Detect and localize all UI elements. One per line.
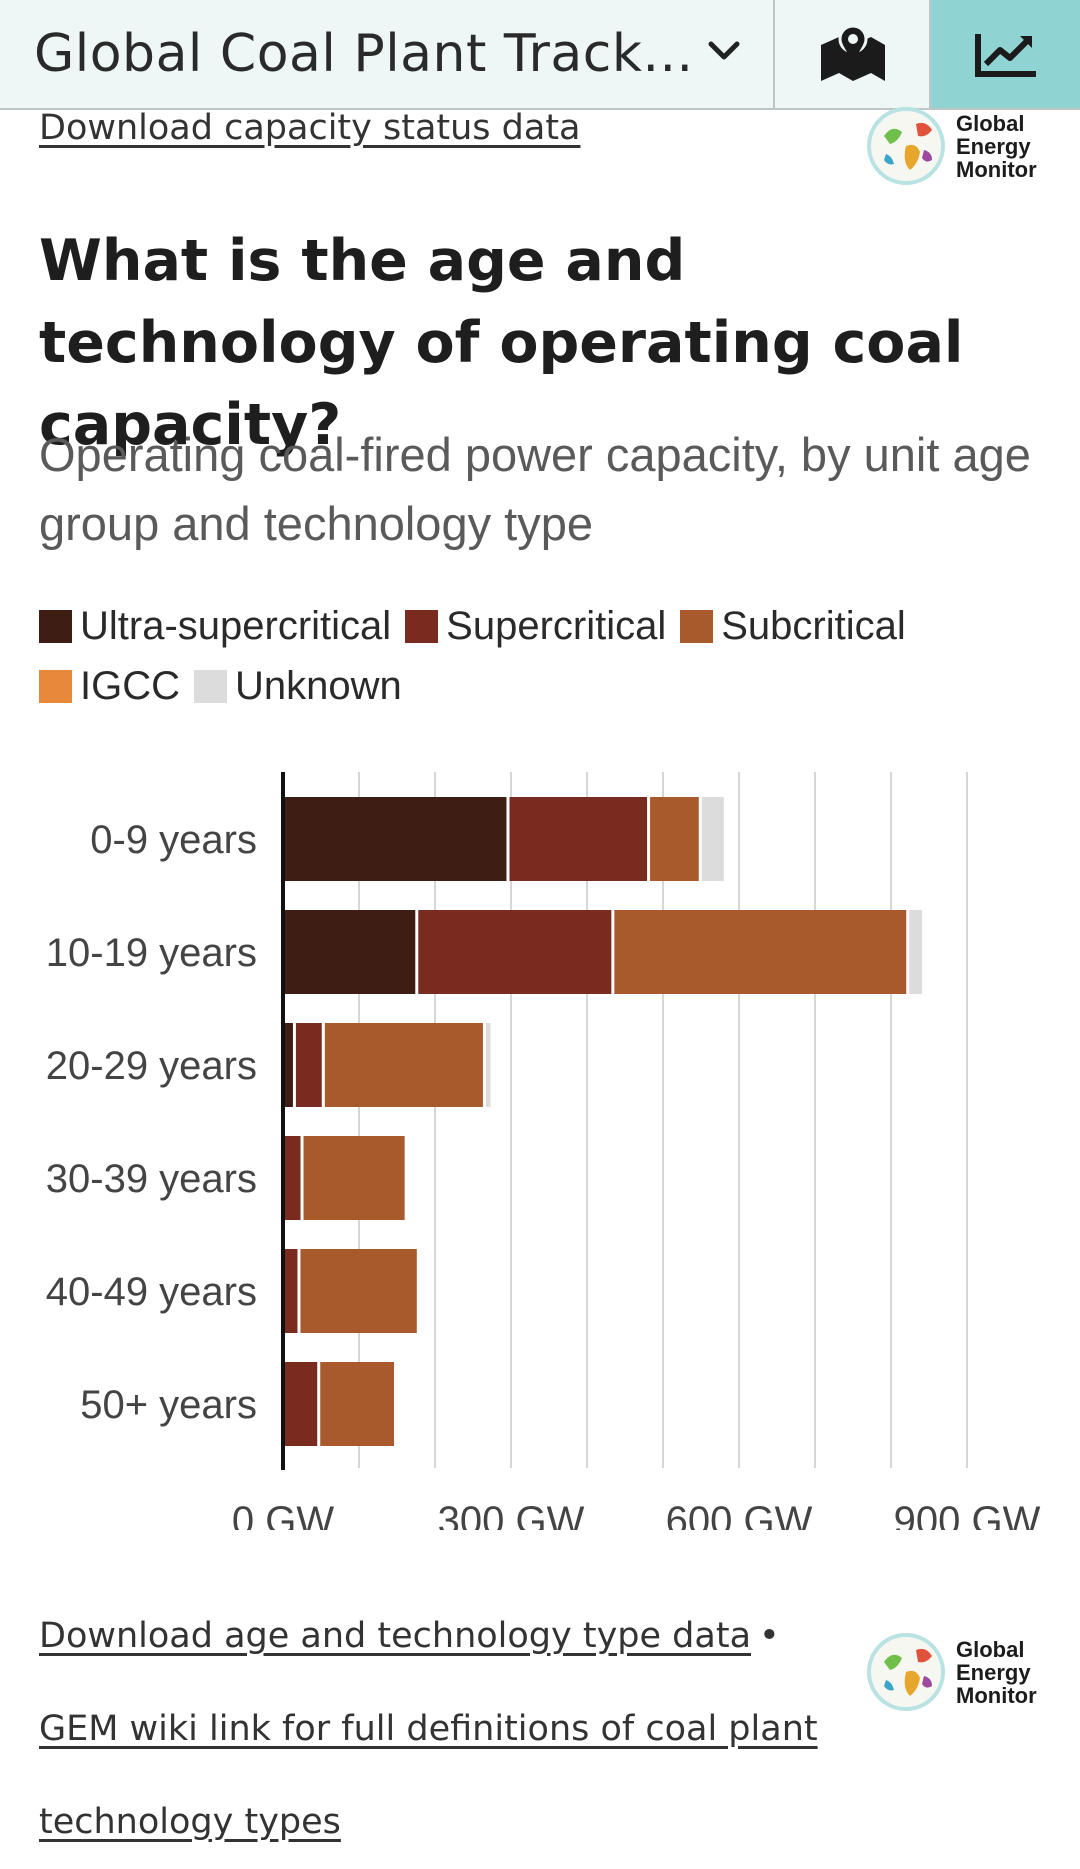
legend-label: IGCC — [80, 663, 180, 708]
link-separator: • — [759, 1616, 780, 1656]
gem-logo-bottom: Global Energy Monitor — [866, 1632, 1037, 1712]
gem-logo-top: Global Energy Monitor — [866, 106, 1037, 186]
globe-icon — [867, 1633, 945, 1711]
bar-supercritical — [509, 797, 648, 881]
map-view-button[interactable] — [777, 0, 931, 108]
bar-ultra-supercritical — [283, 797, 507, 881]
bar-ultra-supercritical — [283, 1023, 293, 1107]
chevron-down-icon — [708, 41, 740, 60]
logo-line-1: Global — [956, 110, 1025, 136]
legend-swatch — [194, 669, 227, 703]
bar-subcritical — [614, 910, 907, 994]
bar-supercritical — [284, 1136, 301, 1220]
bar-unknown — [701, 797, 724, 881]
tracker-title: Global Coal Plant Track... — [34, 24, 694, 84]
x-tick-label: 300 GW — [438, 1499, 585, 1530]
category-label: 20-29 years — [46, 1044, 257, 1088]
logo-line-2: Energy — [956, 1659, 1031, 1685]
category-label: 50+ years — [80, 1383, 257, 1427]
legend-item-ultra-supercritical[interactable]: Ultra-supercritical — [39, 604, 391, 648]
bar-subcritical — [320, 1362, 394, 1446]
download-age-technology-link[interactable]: Download age and technology type data — [39, 1616, 752, 1656]
legend-item-subcritical[interactable]: Subcritical — [680, 604, 906, 648]
category-label: 10-19 years — [46, 931, 257, 975]
bar-unknown — [909, 910, 923, 994]
bottom-links: Download age and technology type data • G… — [39, 1590, 859, 1869]
legend-label: Supercritical — [446, 603, 667, 648]
category-label: 40-49 years — [46, 1270, 257, 1314]
legend-swatch — [39, 669, 72, 703]
category-label: 30-39 years — [46, 1157, 257, 1201]
bar-supercritical — [283, 1362, 318, 1446]
line-chart-icon — [974, 34, 1036, 77]
bar-unknown — [485, 1023, 491, 1107]
legend-item-supercritical[interactable]: Supercritical — [405, 604, 666, 648]
legend-label: Unknown — [235, 663, 402, 708]
legend-swatch — [405, 609, 439, 643]
legend-swatch — [39, 609, 72, 643]
category-label: 0-9 years — [90, 818, 257, 862]
chart-view-button[interactable] — [931, 0, 1080, 108]
bar-subcritical — [324, 1023, 483, 1107]
tracker-select[interactable]: Global Coal Plant Track... — [0, 0, 775, 108]
logo-line-3: Monitor — [956, 1682, 1037, 1708]
x-tick-label: 600 GW — [666, 1499, 813, 1530]
stacked-bar-chart: 0-9 years 10-19 years 20-29 years 30-39 yea… — [46, 772, 1041, 1530]
bar-supercritical — [295, 1023, 322, 1107]
chart-heading: What is the age and technology of operat… — [39, 228, 964, 458]
bar-ultra-supercritical — [283, 910, 416, 994]
logo-wordmark: Global Energy Monitor — [956, 1638, 1037, 1707]
legend-label: Subcritical — [721, 603, 906, 648]
legend-item-igcc[interactable]: IGCC — [39, 664, 180, 708]
legend-label: Ultra-supercritical — [80, 603, 392, 648]
legend-item-unknown[interactable]: Unknown — [194, 664, 402, 708]
download-capacity-status-link[interactable]: Download capacity status data — [39, 108, 581, 148]
x-tick-label: 900 GW — [894, 1499, 1041, 1530]
logo-line-3: Monitor — [956, 156, 1037, 182]
legend-swatch — [680, 609, 714, 643]
bar-subcritical — [300, 1249, 417, 1333]
bar-subcritical — [650, 797, 699, 881]
gem-wiki-link[interactable]: GEM wiki link for full definitions of co… — [39, 1709, 818, 1842]
bar-supercritical — [418, 910, 612, 994]
logo-line-1: Global — [956, 1636, 1025, 1662]
chart-subtitle: Operating coal-fired power capacity, by … — [39, 428, 1031, 550]
logo-wordmark: Global Energy Monitor — [956, 112, 1037, 181]
chart-legend: Ultra-supercritical Supercritical Subcriti… — [39, 604, 1039, 708]
bar-supercritical — [283, 1249, 298, 1333]
map-marker-icon — [821, 24, 885, 81]
logo-line-2: Energy — [956, 133, 1031, 159]
globe-icon — [867, 107, 945, 185]
x-tick-label: 0 GW — [232, 1499, 334, 1530]
top-navigation-bar: Global Coal Plant Track... — [0, 0, 1080, 110]
bar-subcritical — [303, 1136, 405, 1220]
